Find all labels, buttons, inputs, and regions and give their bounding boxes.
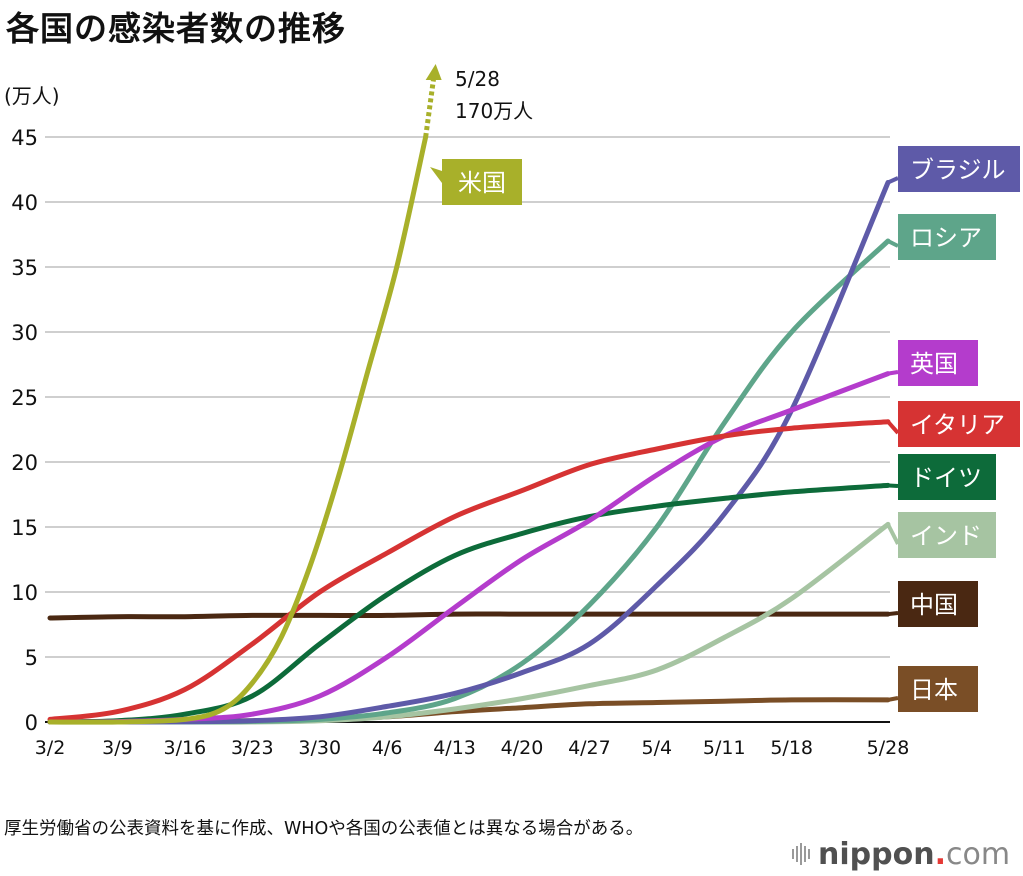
series-label: 英国 (910, 350, 958, 378)
y-tick-label: 25 (11, 386, 38, 410)
series-label: ドイツ (910, 464, 982, 492)
y-axis-unit-label: (万人) (4, 84, 60, 108)
series-label-box (442, 159, 522, 205)
x-tick-labels: 3/2 3/9 3/16 3/23 3/30 4/6 4/13 4/20 4/27 5/4 5/11… (35, 737, 910, 759)
x-tick-label: 4/6 (372, 737, 403, 759)
y-tick-label: 0 (25, 711, 38, 735)
x-tick-label: 3/16 (164, 737, 207, 759)
us-annotation-date: 5/28 (455, 67, 500, 91)
label-connector (887, 239, 899, 248)
logo-bars-icon (792, 843, 810, 865)
x-tick-label: 4/20 (501, 737, 544, 759)
x-tick-label: 4/13 (433, 737, 476, 759)
label-connector (886, 523, 900, 545)
series-label-box (898, 340, 978, 386)
us-arrow-dashed (423, 77, 437, 138)
label-connector (887, 176, 899, 185)
y-tick-label: 45 (11, 126, 38, 150)
label-connector (887, 611, 899, 617)
series-line-4 (47, 419, 891, 722)
label-pointer (430, 167, 442, 183)
x-tick-label: 5/4 (642, 737, 673, 759)
y-tick-label: 10 (11, 581, 38, 605)
label-connector (887, 696, 899, 702)
series-label-box (898, 401, 1020, 447)
source-note: 厚生労働省の公表資料を基に作成、WHOや各国の公表値とは異なる場合がある。 (4, 819, 644, 839)
x-tick-label: 4/27 (568, 737, 611, 759)
x-tick-label: 5/28 (867, 737, 910, 759)
y-tick-label: 15 (11, 516, 38, 540)
y-tick-label: 40 (11, 191, 38, 215)
label-connector (887, 370, 899, 376)
series-line-5 (47, 482, 891, 725)
y-tick-labels: 0 5 10 15 20 25 30 35 40 45 (11, 126, 38, 735)
nippon-logo[interactable]: nippon.com (792, 836, 1010, 872)
us-annotation-value: 170万人 (455, 99, 533, 123)
x-tick-label: 3/30 (298, 737, 341, 759)
series-lines (47, 64, 891, 725)
y-tick-label: 30 (11, 321, 38, 345)
y-tick-label: 5 (25, 646, 38, 670)
series-label-box (898, 512, 996, 558)
x-tick-label: 5/11 (703, 737, 746, 759)
series-line-1 (47, 180, 891, 725)
series-line-0 (47, 134, 429, 725)
y-tick-label: 35 (11, 256, 38, 280)
series-label: ブラジル (910, 156, 1006, 184)
series-label: イタリア (910, 411, 1005, 439)
chart-title: 各国の感染者数の推移 (6, 9, 346, 48)
series-line-2 (47, 238, 891, 725)
label-connector (886, 420, 900, 435)
series-label-box (898, 581, 978, 627)
series-label: 中国 (910, 591, 958, 619)
us-arrow-head-icon (425, 64, 442, 80)
x-tick-label: 3/2 (35, 737, 66, 759)
series-label: 日本 (910, 676, 958, 704)
series-label: インド (910, 522, 982, 550)
series-label: 米国 (458, 169, 506, 197)
series-label-box (898, 454, 996, 500)
x-tick-label: 5/18 (770, 737, 813, 759)
logo-wordmark: nippon.com (818, 836, 1011, 872)
us-annotation: 5/28 170万人 (455, 67, 533, 123)
y-tick-label: 20 (11, 451, 38, 475)
series-label-box (898, 146, 1020, 192)
series-label-box (898, 214, 996, 260)
x-tick-label: 3/9 (102, 737, 133, 759)
x-tick-label: 3/23 (231, 737, 274, 759)
series-label: ロシア (910, 224, 982, 252)
series-label-box (898, 666, 978, 712)
line-chart: 0 5 10 15 20 25 30 35 40 45 3/2 3/9 3/16 3/23 3/30 4/6… (11, 64, 1020, 759)
label-connector (887, 483, 899, 488)
series-line-7 (47, 611, 891, 621)
